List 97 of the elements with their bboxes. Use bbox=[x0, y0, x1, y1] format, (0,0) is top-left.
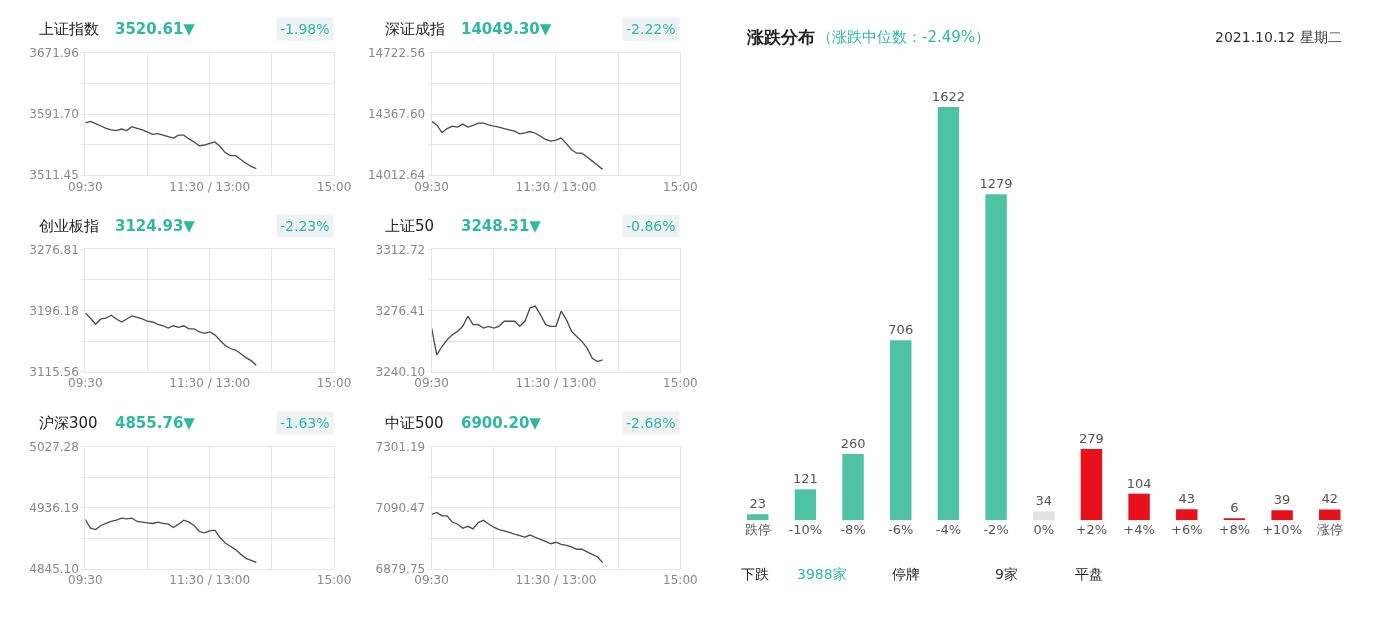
chart-subtitle: 3124.93▼ bbox=[115, 217, 196, 235]
y-tick-label: 7301.19 bbox=[375, 440, 426, 455]
chart-title: 沪深300 bbox=[39, 414, 98, 432]
chart-subtitle: 6900.20▼ bbox=[461, 414, 542, 432]
x-tick-label: +10% bbox=[1262, 522, 1302, 538]
bar bbox=[1271, 510, 1293, 521]
bar bbox=[842, 453, 864, 521]
text: 下跌 bbox=[741, 566, 769, 582]
data-label: 121 bbox=[792, 471, 818, 487]
chart-title: 上证50 bbox=[385, 217, 435, 235]
data-label: 23 bbox=[749, 496, 767, 512]
data-label: 6 bbox=[1230, 500, 1239, 516]
y-tick-label: 14367.60 bbox=[367, 107, 426, 122]
text: 3988家 bbox=[797, 566, 847, 582]
x-tick-label: 15:00 bbox=[316, 179, 352, 194]
x-tick-label: 11:30 / 13:00 bbox=[515, 375, 597, 390]
bar bbox=[937, 106, 960, 521]
x-tick-label: 11:30 / 13:00 bbox=[169, 375, 251, 390]
x-tick-label: 11:30 / 13:00 bbox=[515, 179, 597, 194]
chart-subtitle: 3520.61▼ bbox=[115, 20, 196, 38]
y-tick-label: 4936.19 bbox=[29, 501, 79, 516]
x-tick-label: -2% bbox=[983, 522, 1009, 538]
data-label: 260 bbox=[840, 435, 866, 451]
x-tick-label: 09:30 bbox=[67, 573, 103, 588]
text: 停牌 bbox=[892, 566, 920, 582]
x-tick-label: 15:00 bbox=[316, 573, 352, 588]
data-label: 42 bbox=[1321, 491, 1339, 507]
line-series bbox=[85, 312, 257, 366]
data-label: 104 bbox=[1126, 475, 1152, 491]
bar bbox=[747, 514, 769, 521]
x-tick-label: -10% bbox=[788, 522, 823, 538]
y-tick-label: 3312.72 bbox=[375, 242, 426, 257]
text: -1.63% bbox=[280, 415, 330, 431]
chart-title: 中证500 bbox=[385, 414, 444, 432]
bar bbox=[1080, 449, 1103, 521]
x-tick-label: 11:30 / 13:00 bbox=[169, 179, 251, 194]
y-tick-label: 3276.41 bbox=[375, 303, 426, 318]
bar bbox=[890, 340, 912, 521]
bar bbox=[794, 489, 817, 521]
text: 9家 bbox=[995, 566, 1018, 582]
x-tick-label: 0% bbox=[1033, 522, 1055, 538]
bar bbox=[1223, 518, 1246, 521]
chart-subtitle: 3248.31▼ bbox=[461, 217, 542, 235]
data-label: 39 bbox=[1273, 492, 1291, 508]
y-tick-label: 3671.96 bbox=[29, 46, 79, 61]
data-label: 34 bbox=[1035, 493, 1053, 509]
x-tick-label: +8% bbox=[1218, 522, 1251, 538]
data-label: 1279 bbox=[979, 176, 1013, 192]
x-tick-label: 15:00 bbox=[663, 573, 698, 588]
data-label: 279 bbox=[1079, 431, 1104, 447]
x-tick-label: 11:30 / 13:00 bbox=[169, 573, 251, 588]
line-series bbox=[85, 120, 257, 170]
chart-title: 上证指数 bbox=[39, 20, 99, 38]
data-label: 43 bbox=[1178, 491, 1196, 507]
chart-subtitle: 14049.30▼ bbox=[461, 20, 552, 38]
x-tick-label: -8% bbox=[840, 522, 866, 538]
chart-subtitle: （涨跌中位数：-2.49%） bbox=[817, 28, 991, 46]
x-tick-label: 11:30 / 13:00 bbox=[515, 573, 597, 588]
line-series bbox=[431, 511, 604, 564]
bar bbox=[1176, 509, 1198, 521]
chart-subtitle: 4855.76▼ bbox=[115, 414, 196, 432]
text: -2.68% bbox=[626, 415, 676, 431]
data-label: 1622 bbox=[931, 88, 965, 104]
chart-title: 涨跌分布 bbox=[746, 27, 815, 47]
chart-title: 深证成指 bbox=[385, 20, 445, 38]
x-tick-label: 09:30 bbox=[414, 573, 449, 588]
text: 2021.10.12 星期二 bbox=[1215, 29, 1342, 45]
bar bbox=[1128, 493, 1150, 521]
text: -2.22% bbox=[626, 21, 676, 37]
text: 平盘 bbox=[1075, 566, 1103, 582]
x-tick-label: +4% bbox=[1123, 522, 1155, 538]
data-label: 706 bbox=[888, 322, 914, 338]
x-tick-label: +2% bbox=[1075, 522, 1108, 538]
line-series bbox=[431, 305, 604, 363]
bar bbox=[1033, 511, 1055, 521]
x-tick-label: +6% bbox=[1171, 522, 1203, 538]
x-tick-label: -4% bbox=[935, 522, 962, 538]
bar bbox=[985, 194, 1007, 521]
text: -1.98% bbox=[280, 21, 330, 37]
line-series bbox=[431, 120, 604, 171]
x-tick-label: 15:00 bbox=[663, 179, 698, 194]
chart-title: 创业板指 bbox=[39, 217, 99, 235]
x-tick-label: 涨停 bbox=[1316, 522, 1343, 538]
y-tick-label: 3276.81 bbox=[29, 242, 79, 257]
y-tick-label: 14722.56 bbox=[367, 46, 426, 61]
text: -0.86% bbox=[626, 218, 676, 234]
bar bbox=[1319, 509, 1341, 521]
y-tick-label: 7090.47 bbox=[375, 501, 426, 516]
y-tick-label: 3591.70 bbox=[29, 107, 79, 122]
text: -2.23% bbox=[280, 218, 330, 234]
y-tick-label: 3196.18 bbox=[29, 303, 79, 318]
x-tick-label: 15:00 bbox=[316, 375, 352, 390]
x-tick-label: 跌停 bbox=[744, 522, 771, 538]
x-tick-label: 15:00 bbox=[663, 375, 698, 390]
line-series bbox=[85, 517, 257, 564]
y-tick-label: 5027.28 bbox=[29, 440, 79, 455]
x-tick-label: -6% bbox=[888, 522, 914, 538]
